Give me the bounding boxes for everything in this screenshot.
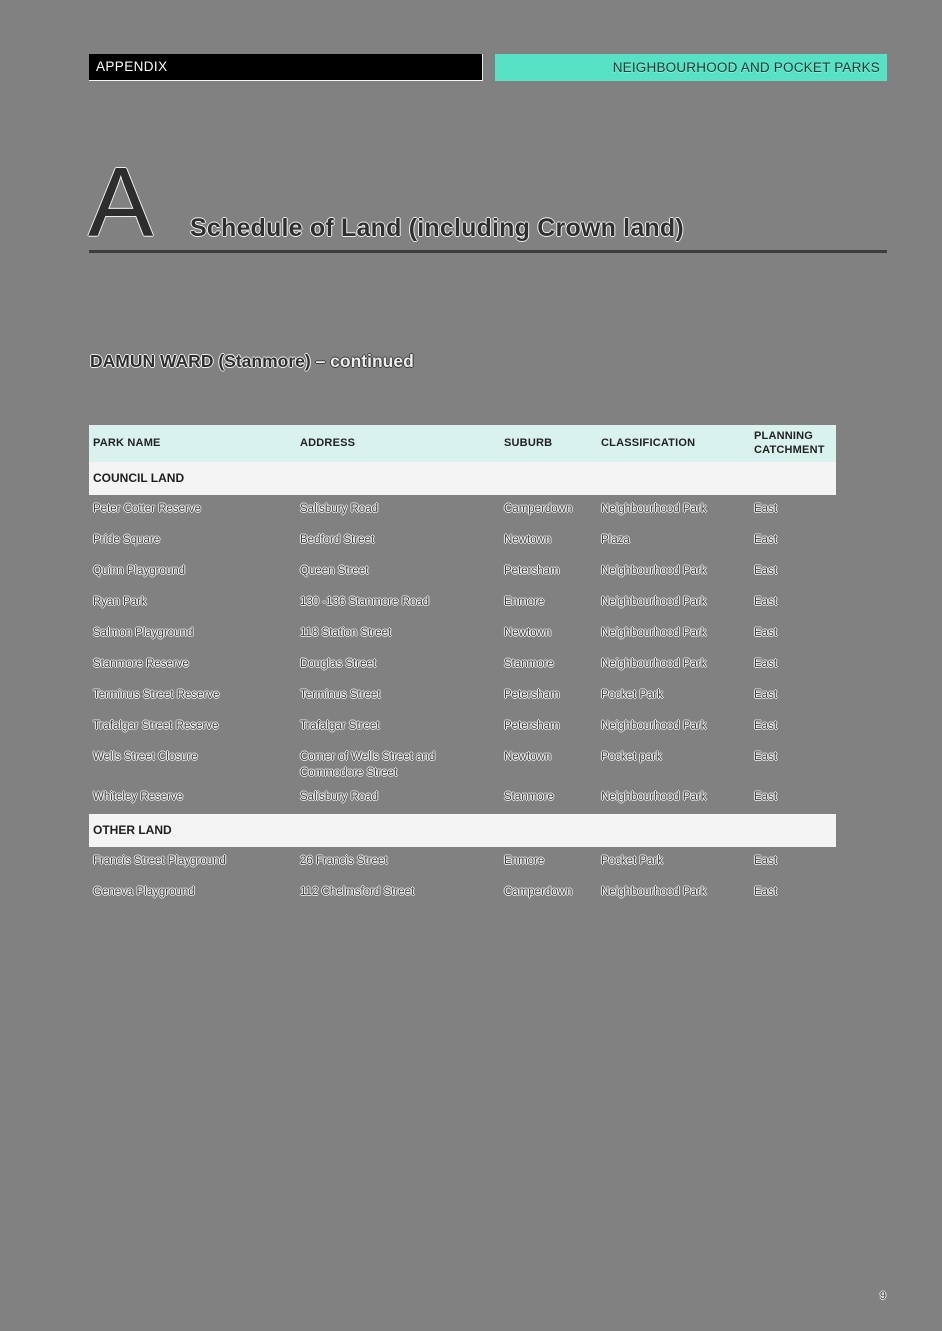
- table-header-row: PARK NAME ADDRESS SUBURB CLASSIFICATION …: [89, 425, 836, 462]
- table-cell: Pride Square: [93, 534, 161, 546]
- table-row: Terminus Street Reserve Terminus Street Pe…: [89, 681, 836, 712]
- column-header-classification: CLASSIFICATION: [601, 436, 696, 449]
- column-header-suburb: SUBURB: [504, 436, 553, 449]
- section-band: OTHER LAND: [89, 814, 836, 848]
- appendix-letter: A: [88, 147, 154, 257]
- table-cell: Camperdown: [504, 503, 573, 515]
- parks-tab-label: NEIGHBOURHOOD AND POCKET PARKS: [612, 60, 880, 75]
- table-cell: Neighbourhood Park: [601, 565, 707, 577]
- table-row: Pride Square Bedford Street Newtown Plaza Ea…: [89, 526, 836, 557]
- table-cell: Neighbourhood Park: [601, 791, 707, 804]
- table-cell: 112 Chelmsford Street: [300, 886, 415, 899]
- table-cell: Pocket park: [601, 751, 662, 763]
- table-cell: Queen Street: [300, 565, 369, 577]
- table-cell: Neighbourhood Park: [601, 596, 707, 608]
- table-cell: Stanmore: [504, 658, 554, 670]
- table-cell: East: [754, 658, 778, 670]
- table-cell: Trafalgar Street: [300, 720, 380, 732]
- table-cell: Neighbourhood Park: [601, 503, 707, 515]
- ward-heading-continued: – continued: [315, 351, 414, 371]
- page-title: Schedule of Land (including Crown land): [190, 214, 684, 242]
- table-cell: Petersham: [504, 689, 560, 701]
- table-cell: Whiteley Reserve: [93, 791, 184, 804]
- table-cell: Camperdown: [504, 886, 573, 899]
- table-row: Francis Street Playground 26 Francis Stre…: [89, 847, 836, 878]
- table-cell: Salmon Playground: [93, 627, 194, 639]
- parks-tab: NEIGHBOURHOOD AND POCKET PARKS: [495, 54, 887, 81]
- table-cell: Ryan Park: [93, 596, 147, 608]
- table-cell: Neighbourhood Park: [601, 627, 707, 639]
- table-cell: Stanmore Reserve: [93, 658, 189, 670]
- table-cell: East: [754, 855, 778, 868]
- table-cell: Newtown: [504, 751, 552, 763]
- table-row: Whiteley Reserve Salisbury Road Stanmore Ne…: [89, 783, 836, 814]
- ward-heading: DAMUN WARD (Stanmore) – continued: [90, 351, 414, 372]
- table-cell: East: [754, 596, 778, 608]
- ward-heading-main: DAMUN WARD (Stanmore): [90, 351, 311, 371]
- table-cell: East: [754, 886, 778, 899]
- table-cell: Petersham: [504, 720, 560, 732]
- table-cell: East: [754, 751, 778, 763]
- column-header-planning-catchment: PLANNING CATCHMENT: [754, 429, 825, 456]
- table-cell: Plaza: [601, 534, 630, 546]
- table-cell: Corner of Wells Street and Commodore Str…: [300, 751, 436, 780]
- table-cell: Trafalgar Street Reserve: [93, 720, 219, 732]
- table-cell: Peter Cotter Reserve: [93, 503, 202, 515]
- page-number: 9: [879, 1290, 886, 1302]
- table-row: Peter Cotter Reserve Salisbury Road Camper…: [89, 495, 836, 526]
- title-underline: [89, 250, 887, 253]
- table-cell: Enmore: [504, 596, 545, 608]
- table-cell: Neighbourhood Park: [601, 886, 707, 899]
- table-cell: East: [754, 689, 778, 701]
- table-cell: East: [754, 534, 778, 546]
- table-cell: Enmore: [504, 855, 545, 868]
- table-cell: Salisbury Road: [300, 503, 378, 515]
- table-row: Trafalgar Street Reserve Trafalgar Street…: [89, 712, 836, 743]
- table-cell: Petersham: [504, 565, 560, 577]
- table-cell: Terminus Street: [300, 689, 381, 701]
- table-cell: 130 -136 Stanmore Road: [300, 596, 430, 608]
- parks-table: PARK NAME ADDRESS SUBURB CLASSIFICATION …: [89, 425, 836, 909]
- table-cell: Geneva Playground: [93, 886, 195, 899]
- table-cell: Neighbourhood Park: [601, 658, 707, 670]
- table-cell: Wells Street Closure: [93, 751, 198, 763]
- table-cell: Quinn Playground: [93, 565, 186, 577]
- table-cell: 26 Francis Street: [300, 855, 388, 868]
- column-header-park-name: PARK NAME: [93, 436, 161, 449]
- table-cell: Terminus Street Reserve: [93, 689, 220, 701]
- table-cell: Douglas Street: [300, 658, 377, 670]
- table-row: Salmon Playground 118 Station Street Newto…: [89, 619, 836, 650]
- table-row: Stanmore Reserve Douglas Street Stanmore Ne…: [89, 650, 836, 681]
- section-band: COUNCIL LAND: [89, 462, 836, 495]
- table-cell: Pocket Park: [601, 855, 663, 868]
- table-cell: East: [754, 720, 778, 732]
- table-cell: Pocket Park: [601, 689, 663, 701]
- table-cell: East: [754, 627, 778, 639]
- table-cell: Salisbury Road: [300, 791, 378, 804]
- table-body: COUNCIL LAND Peter Cotter Reserve Salisbur…: [89, 462, 836, 909]
- table-cell: Francis Street Playground: [93, 855, 226, 868]
- table-row: Wells Street Closure Corner of Wells Stre…: [89, 743, 836, 783]
- table-cell: Newtown: [504, 534, 552, 546]
- table-cell: Neighbourhood Park: [601, 720, 707, 732]
- table-cell: East: [754, 791, 778, 804]
- table-cell: 118 Station Street: [300, 627, 392, 639]
- table-row: Geneva Playground 112 Chelmsford Street Ca…: [89, 878, 836, 909]
- column-header-address: ADDRESS: [300, 436, 356, 449]
- table-cell: Stanmore: [504, 791, 554, 804]
- appendix-tab: APPENDIX: [89, 54, 483, 81]
- appendix-tab-label: APPENDIX: [96, 59, 168, 74]
- table-row: Quinn Playground Queen Street Petersham Nei…: [89, 557, 836, 588]
- table-row: Ryan Park 130 -136 Stanmore Road Enmore Nei…: [89, 588, 836, 619]
- table-cell: East: [754, 565, 778, 577]
- table-cell: East: [754, 503, 778, 515]
- table-cell: Newtown: [504, 627, 552, 639]
- table-cell: Bedford Street: [300, 534, 375, 546]
